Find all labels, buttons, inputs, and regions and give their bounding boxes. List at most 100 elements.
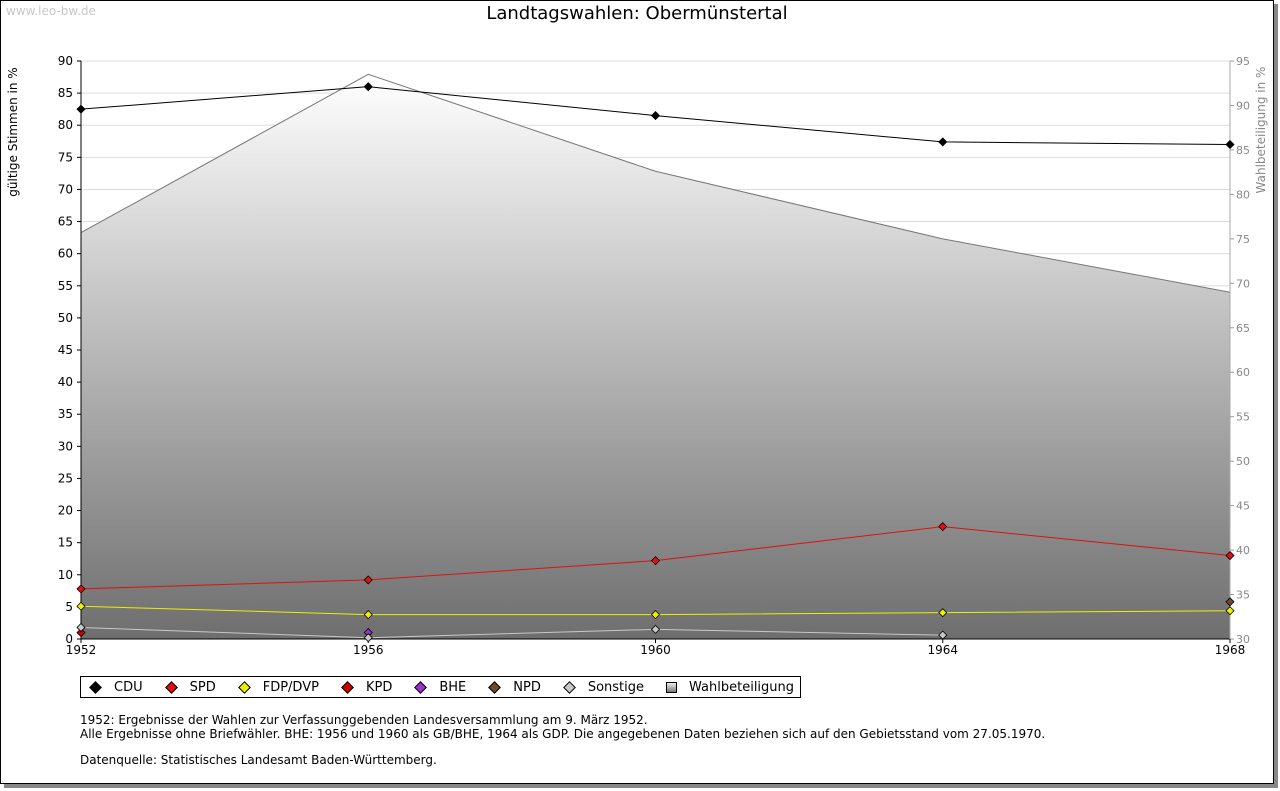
y2-tick-label: 35	[1236, 589, 1250, 602]
y-axis-title: gültige Stimmen in %	[6, 67, 20, 196]
y2-tick-label: 95	[1236, 55, 1250, 68]
data-source: Datenquelle: Statistisches Landesamt Bad…	[80, 753, 437, 767]
chart-title: Landtagswahlen: Obermünstertal	[486, 3, 788, 24]
data-point-sonstige	[363, 633, 373, 643]
footnote-general: Alle Ergebnisse ohne Briefwähler. BHE: 1…	[80, 727, 1046, 741]
y2-tick-label: 40	[1236, 544, 1250, 557]
x-tick-label: 1960	[640, 643, 671, 657]
y2-tick-label: 45	[1236, 500, 1250, 513]
legend-marker-icon	[341, 680, 354, 694]
y2-tick-label: 30	[1236, 633, 1250, 646]
legend-area-icon	[666, 681, 678, 693]
data-point-cdu	[1225, 139, 1235, 150]
data-point-sonstige	[76, 622, 86, 633]
legend-item-wahlbeteiligung: Wahlbeteiligung	[666, 680, 794, 695]
y-tick-label: 25	[58, 471, 73, 485]
y2-tick-label: 80	[1236, 188, 1250, 201]
y2-tick-label: 75	[1236, 233, 1250, 246]
y2-axis-title: Wahlbeteiligung in %	[1254, 67, 1268, 194]
watermark: www.leo-bw.de	[6, 4, 96, 18]
y-tick-label: 60	[58, 247, 73, 261]
legend-label: CDU	[114, 679, 143, 695]
footnote-1952: 1952: Ergebnisse der Wahlen zur Verfassu…	[80, 713, 648, 727]
data-point-cdu	[363, 82, 373, 92]
data-point-kpd	[76, 628, 86, 638]
y-tick-label: 15	[58, 536, 73, 550]
y-tick-label: 20	[58, 504, 73, 518]
legend-item-cdu: CDU	[89, 680, 143, 695]
legend-label: SPD	[189, 679, 216, 695]
x-tick-label: 1952	[66, 643, 97, 657]
y-tick-label: 70	[58, 182, 73, 196]
data-point-fdpdvp	[1225, 606, 1235, 616]
legend-label: KPD	[365, 679, 393, 695]
y2-tick-label: 65	[1236, 322, 1250, 335]
y-tick-label: 85	[58, 86, 73, 100]
data-point-spd	[76, 584, 86, 594]
legend-label: BHE	[439, 679, 467, 695]
y-tick-label: 30	[58, 439, 73, 453]
legend-label: FDP/DVP	[262, 679, 319, 695]
y-tick-label: 65	[58, 215, 73, 229]
data-point-fdpdvp	[76, 601, 86, 611]
y-tick-label: 75	[58, 150, 73, 164]
y-tick-label: 35	[58, 407, 73, 421]
data-point-sonstige	[938, 630, 948, 640]
x-tick-label: 1968	[1215, 643, 1246, 657]
legend-marker-icon	[488, 680, 502, 694]
series-layer	[76, 82, 1235, 643]
chart-canvas: 0 5 10 15 20 25 30 35 40 45 50 55 60 65 70 75 80 85 90 30 35…	[6, 54, 1268, 657]
legend-item-bhe: BHE	[414, 680, 466, 695]
turnout-area	[81, 74, 1230, 640]
data-point-cdu	[938, 137, 948, 147]
legend-item-kpd: KPD	[341, 680, 392, 695]
data-point-spd	[1225, 550, 1235, 561]
y2-tick-label: 60	[1236, 366, 1250, 379]
y-tick-label: 0	[65, 632, 73, 646]
data-point-npd	[1225, 597, 1235, 607]
y-tick-label: 80	[58, 118, 73, 132]
y2-tick-label: 90	[1236, 99, 1250, 112]
legend-item-spd: SPD	[164, 679, 216, 695]
legend-item-sonstige: Sonstige	[562, 679, 645, 695]
data-point-sonstige	[650, 624, 661, 634]
data-point-fdpdvp	[650, 610, 661, 620]
data-point-spd	[938, 522, 948, 532]
turnout-line	[80, 73, 1231, 293]
legend-label: Sonstige	[587, 679, 645, 695]
data-point-fdpdvp	[363, 610, 373, 620]
legend-label: Wahlbeteiligung	[689, 679, 795, 695]
y2-tick-label: 70	[1236, 277, 1250, 290]
legend-item-fdp: FDP/DVP	[237, 679, 319, 695]
data-point-cdu	[650, 111, 661, 121]
series-line-sonstige	[80, 626, 943, 639]
legend-marker-icon	[562, 680, 576, 694]
legend-marker-icon	[237, 680, 251, 694]
y-tick-label: 5	[65, 600, 73, 614]
y2-tick-label: 55	[1236, 411, 1250, 424]
data-point-fdpdvp	[938, 608, 948, 618]
legend-marker-icon	[414, 680, 428, 694]
legend-marker-icon	[89, 680, 102, 694]
y2-tick-label: 50	[1236, 455, 1250, 468]
legend-marker-icon	[164, 680, 178, 694]
legend-item-npd: NPD	[488, 680, 541, 695]
y2-tick-label: 85	[1236, 144, 1250, 157]
turnout-area-layer	[80, 73, 1231, 640]
x-tick-label: 1956	[353, 643, 384, 657]
data-point-cdu	[76, 104, 86, 114]
footnotes: 1952: Ergebnisse der Wahlen zur Verfassu…	[80, 713, 1045, 767]
y-tick-label: 45	[58, 343, 73, 357]
x-tick-label: 1964	[927, 643, 958, 657]
y-tick-label: 55	[58, 279, 73, 293]
axis-labels: 0 5 10 15 20 25 30 35 40 45 50 55 60 65 70 75 80 85 90 30 35…	[6, 54, 1268, 657]
y-tick-label: 10	[58, 568, 73, 582]
legend-label: NPD	[513, 679, 541, 695]
legend: CDU SPD FDP/DVP KPD BHE NPD Sonstige Wah…	[80, 676, 802, 698]
data-point-spd	[650, 556, 661, 566]
y-tick-label: 90	[58, 54, 73, 68]
data-point-spd	[363, 575, 373, 585]
axes	[77, 60, 1234, 643]
y-tick-label: 40	[58, 375, 73, 389]
y-tick-label: 50	[58, 311, 73, 325]
